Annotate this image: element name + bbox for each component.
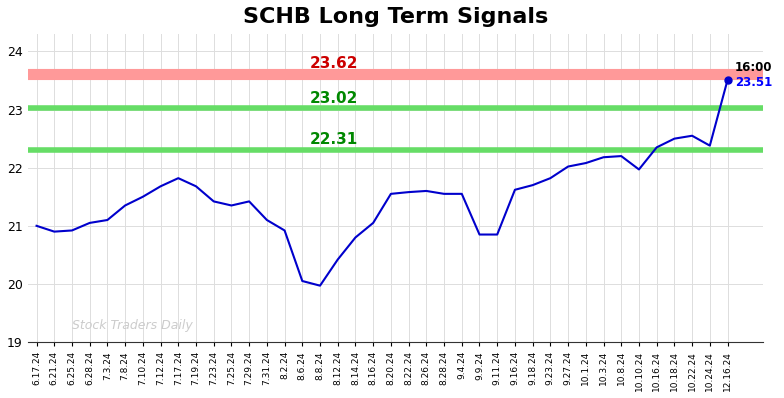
Text: 23.62: 23.62	[310, 56, 358, 71]
Text: 16:00: 16:00	[735, 60, 772, 74]
Text: Stock Traders Daily: Stock Traders Daily	[72, 318, 193, 332]
Title: SCHB Long Term Signals: SCHB Long Term Signals	[243, 7, 548, 27]
Text: 22.31: 22.31	[310, 132, 358, 147]
Text: 23.02: 23.02	[310, 90, 358, 105]
Text: 23.51: 23.51	[735, 76, 772, 90]
